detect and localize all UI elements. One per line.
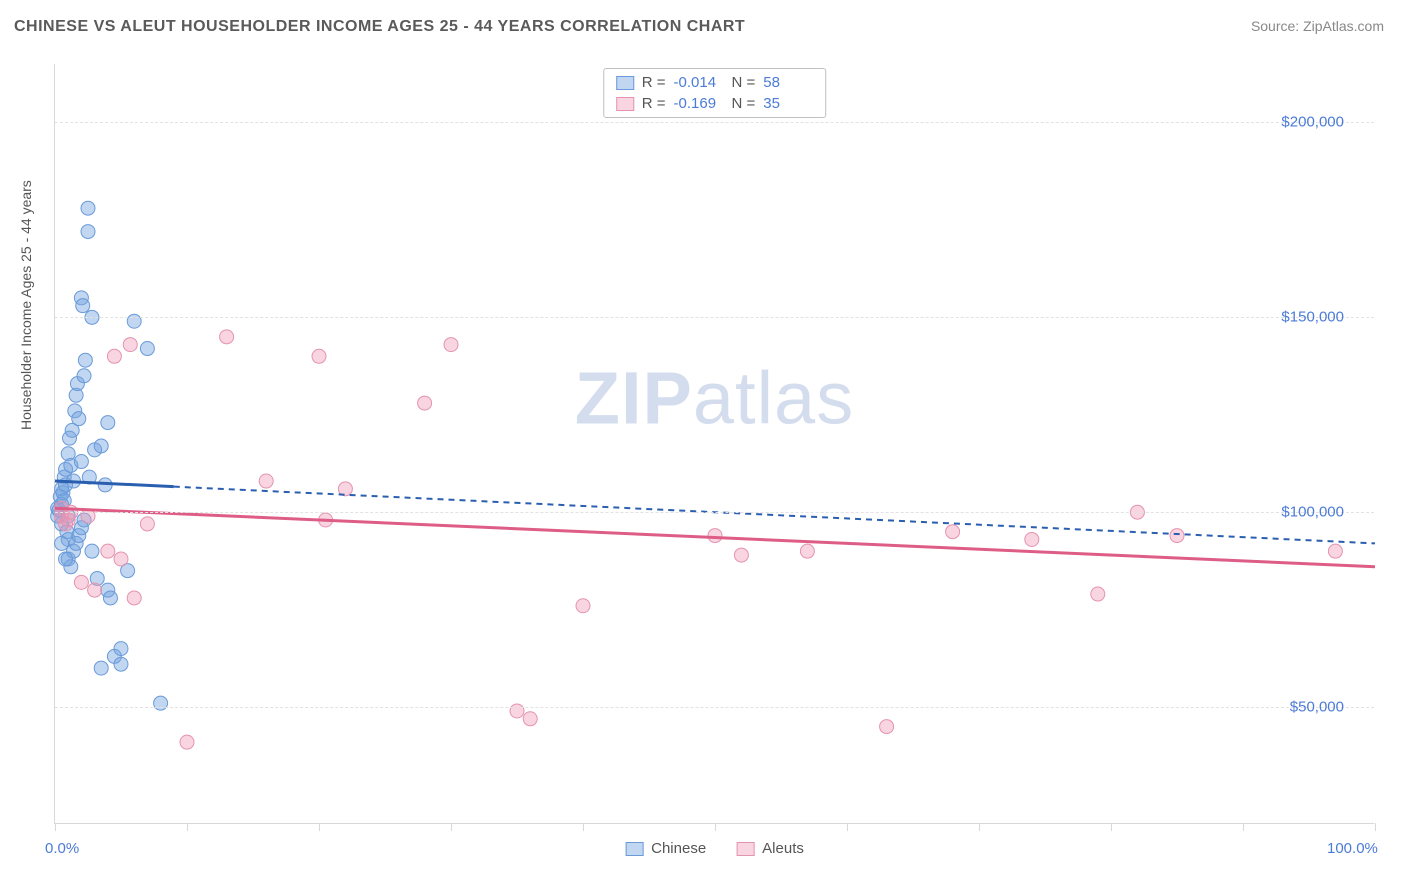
data-point	[1328, 544, 1342, 558]
data-point	[55, 536, 69, 550]
data-point	[312, 349, 326, 363]
data-point	[576, 599, 590, 613]
data-point	[101, 544, 115, 558]
trend-line-dashed	[174, 487, 1375, 544]
x-tick	[55, 823, 56, 831]
data-point	[103, 591, 117, 605]
data-point	[74, 575, 88, 589]
data-point	[523, 712, 537, 726]
data-point	[220, 330, 234, 344]
data-point	[77, 369, 91, 383]
data-point	[1025, 532, 1039, 546]
data-point	[708, 529, 722, 543]
data-point	[85, 544, 99, 558]
x-tick	[1375, 823, 1376, 831]
data-point	[114, 552, 128, 566]
data-point	[59, 552, 73, 566]
data-point	[140, 517, 154, 531]
data-point	[880, 720, 894, 734]
data-point	[101, 416, 115, 430]
gridline	[55, 512, 1374, 513]
data-point	[74, 455, 88, 469]
legend-item-chinese: Chinese	[625, 840, 706, 857]
data-point	[94, 439, 108, 453]
data-point	[1091, 587, 1105, 601]
data-point	[123, 338, 137, 352]
y-tick-label: $100,000	[1281, 504, 1344, 521]
chart-svg	[55, 64, 1375, 824]
data-point	[78, 353, 92, 367]
data-point	[734, 548, 748, 562]
data-point	[154, 696, 168, 710]
data-point	[81, 201, 95, 215]
data-point	[444, 338, 458, 352]
x-tick	[979, 823, 980, 831]
data-point	[81, 225, 95, 239]
legend-series: Chinese Aleuts	[625, 840, 804, 857]
gridline	[55, 317, 1374, 318]
y-tick-label: $50,000	[1290, 699, 1344, 716]
x-tick	[583, 823, 584, 831]
legend-label-aleuts: Aleuts	[762, 840, 804, 857]
gridline	[55, 707, 1374, 708]
data-point	[114, 657, 128, 671]
x-tick	[451, 823, 452, 831]
swatch-aleuts-icon	[736, 842, 754, 856]
data-point	[1170, 529, 1184, 543]
data-point	[800, 544, 814, 558]
data-point	[127, 591, 141, 605]
data-point	[76, 299, 90, 313]
data-point	[510, 704, 524, 718]
y-tick-label: $200,000	[1281, 114, 1344, 131]
x-tick-label: 0.0%	[45, 840, 79, 857]
y-axis-label: Householder Income Ages 25 - 44 years	[18, 180, 34, 430]
x-tick	[847, 823, 848, 831]
data-point	[72, 412, 86, 426]
legend-label-chinese: Chinese	[651, 840, 706, 857]
legend-item-aleuts: Aleuts	[736, 840, 804, 857]
data-point	[114, 642, 128, 656]
x-tick	[1111, 823, 1112, 831]
x-tick	[715, 823, 716, 831]
data-point	[88, 583, 102, 597]
data-point	[180, 735, 194, 749]
x-tick	[1243, 823, 1244, 831]
swatch-chinese-icon	[625, 842, 643, 856]
gridline	[55, 122, 1374, 123]
x-tick-label: 100.0%	[1327, 840, 1378, 857]
data-point	[107, 349, 121, 363]
x-tick	[319, 823, 320, 831]
chart-title: CHINESE VS ALEUT HOUSEHOLDER INCOME AGES…	[14, 18, 745, 36]
x-tick	[187, 823, 188, 831]
data-point	[259, 474, 273, 488]
data-point	[94, 661, 108, 675]
data-point	[946, 525, 960, 539]
data-point	[140, 342, 154, 356]
plot-area: ZIPatlas R = -0.014 N = 58 R = -0.169 N …	[54, 64, 1374, 824]
data-point	[127, 314, 141, 328]
data-point	[418, 396, 432, 410]
source-label: Source: ZipAtlas.com	[1251, 18, 1384, 34]
y-tick-label: $150,000	[1281, 309, 1344, 326]
